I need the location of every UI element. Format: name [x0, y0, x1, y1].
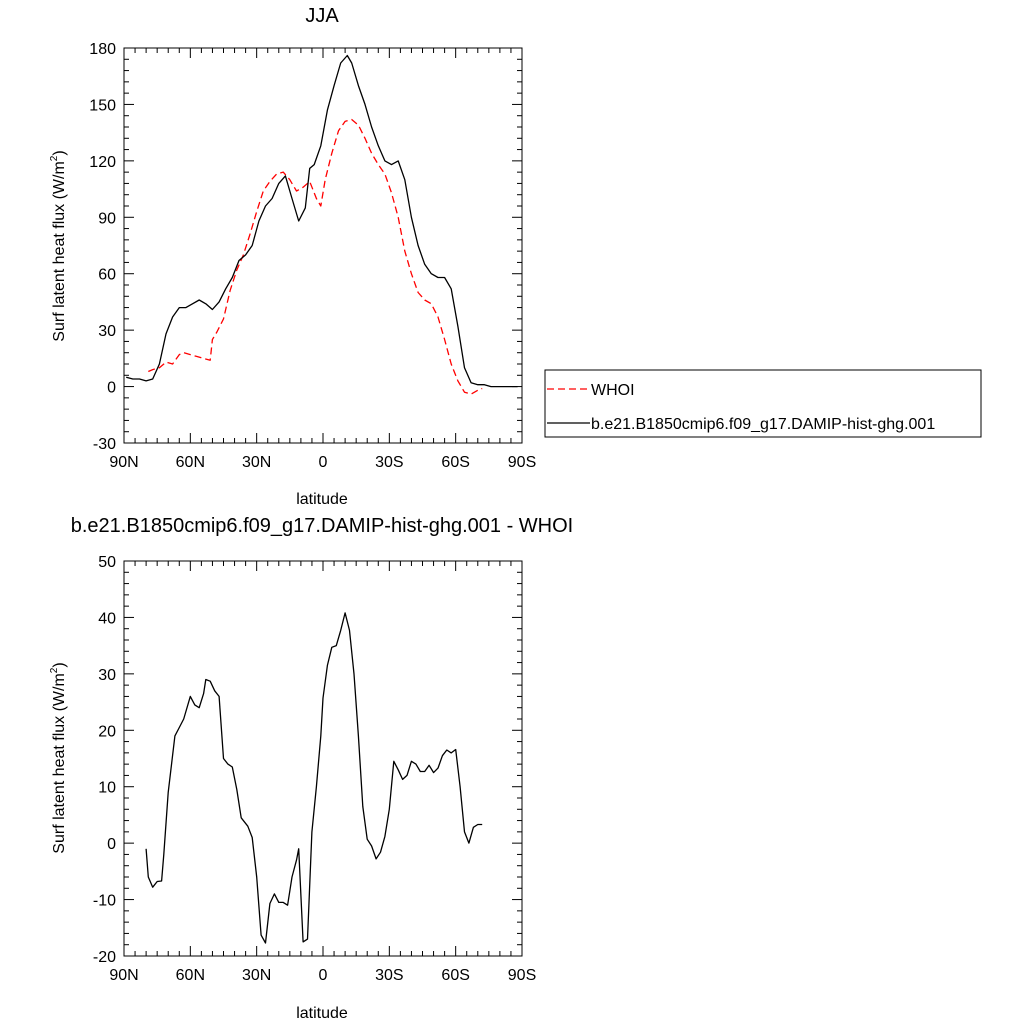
- top-y-tick-label: 60: [98, 267, 116, 284]
- top-x-tick-label: 0: [319, 454, 328, 471]
- top-x-tick-label: 30S: [375, 454, 403, 471]
- legend-box: [544, 369, 982, 438]
- bottom-x-axis-label: latitude: [296, 1005, 348, 1022]
- bottom-chart-title: b.e21.B1850cmip6.f09_g17.DAMIP-hist-ghg.…: [71, 515, 573, 537]
- bottom-y-tick-label: 10: [98, 780, 116, 797]
- bottom-y-tick-label: 20: [98, 723, 116, 740]
- top-y-tick-label: 30: [98, 323, 116, 340]
- top-y-tick-label: 180: [89, 41, 116, 58]
- top-y-axis-label: Surf latent heat flux (W/m2): [49, 150, 68, 341]
- top-series-line-model: [126, 54, 518, 388]
- legend: WHOI b.e21.B1850cmip6.f09_g17.DAMIP-hist…: [544, 369, 982, 438]
- bottom-x-tick-label: 60S: [441, 967, 469, 984]
- bottom-x-tick-label: 30N: [242, 967, 271, 984]
- bottom-y-tick-label: -10: [93, 893, 116, 910]
- bottom-y-tick-label: 50: [98, 554, 116, 571]
- top-y-tick-label: -30: [93, 436, 116, 453]
- top-y-tick-label: 90: [98, 210, 116, 227]
- top-y-tick-label: 0: [107, 380, 116, 397]
- bottom-plot-frame: [123, 560, 523, 957]
- top-chart-title: JJA: [305, 5, 339, 27]
- bottom-y-tick-label: 30: [98, 667, 116, 684]
- bottom-x-tick-label: 90N: [109, 967, 138, 984]
- legend-model-label: b.e21.B1850cmip6.f09_g17.DAMIP-hist-ghg.…: [591, 416, 935, 433]
- bottom-y-tick-label: -20: [93, 949, 116, 966]
- top-x-tick-label: 30N: [242, 454, 271, 471]
- top-x-tick-label: 90S: [508, 454, 536, 471]
- top-plot-frame: [123, 47, 523, 444]
- top-x-tick-label: 60S: [441, 454, 469, 471]
- top-x-axis-label: latitude: [296, 491, 348, 508]
- top-x-tick-label: 60N: [176, 454, 205, 471]
- bottom-series-line-model: [145, 612, 483, 944]
- top-series-line-whoi: [148, 118, 483, 395]
- top-panel: JJA 90N 60N 30N 0 30S 60S 90S -30 0 30 60 90 120 150 1…: [49, 5, 536, 508]
- top-y-tick-label: 150: [89, 97, 116, 114]
- bottom-panel: b.e21.B1850cmip6.f09_g17.DAMIP-hist-ghg.…: [49, 515, 573, 1022]
- top-x-tick-label: 90N: [109, 454, 138, 471]
- bottom-y-tick-label: 0: [107, 836, 116, 853]
- top-y-tick-label: 120: [89, 154, 116, 171]
- bottom-x-tick-label: 30S: [375, 967, 403, 984]
- legend-whoi-label: WHOI: [591, 382, 635, 399]
- bottom-y-axis-label: Surf latent heat flux (W/m2): [49, 662, 68, 853]
- bottom-x-tick-label: 60N: [176, 967, 205, 984]
- bottom-y-tick-label: 40: [98, 610, 116, 627]
- bottom-x-tick-label: 90S: [508, 967, 536, 984]
- bottom-x-tick-label: 0: [319, 967, 328, 984]
